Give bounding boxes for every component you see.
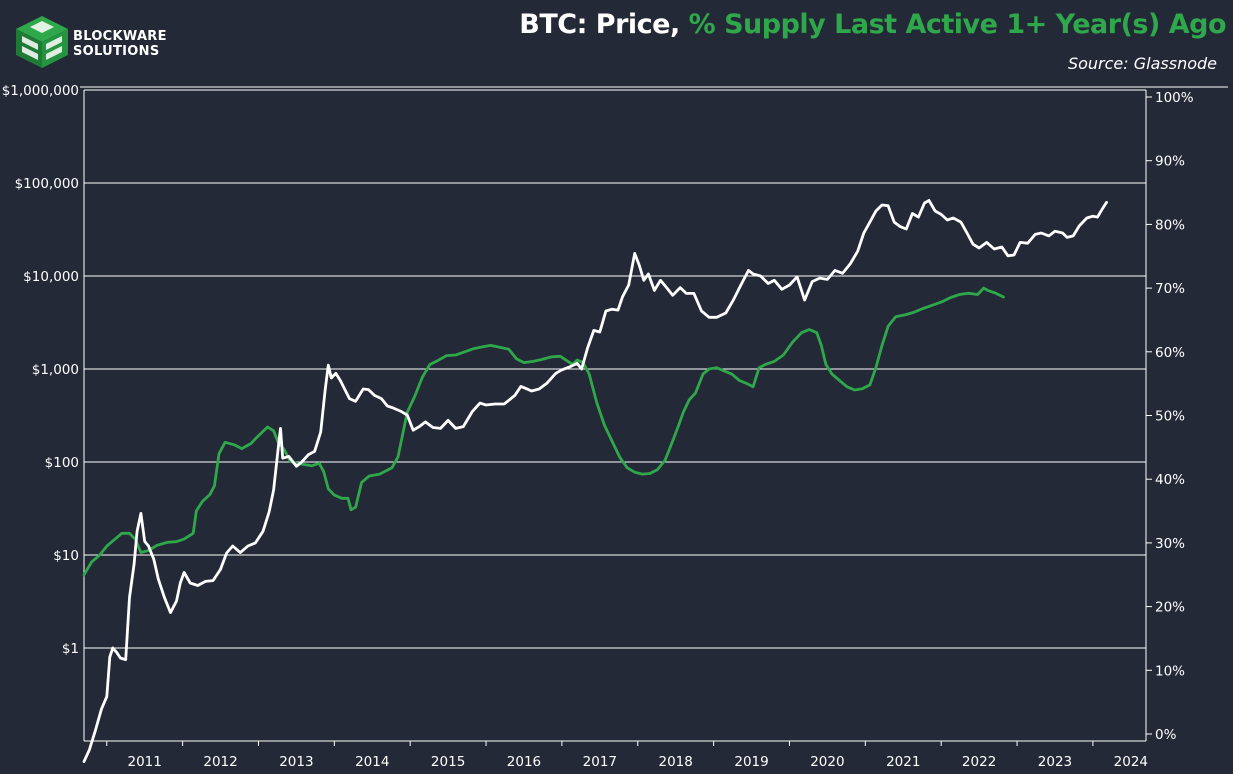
right-tick-label: 100%	[1155, 90, 1194, 106]
right-tick-label: 80%	[1155, 217, 1185, 233]
right-axis-ticks: 0% 10% 20% 30% 40% 50% 60% 70% 80% 90% 100%	[1146, 90, 1194, 743]
price-line	[82, 199, 1108, 763]
axes-frame	[80, 86, 1228, 742]
x-tick-label: 2012	[203, 754, 237, 770]
source-note: Source: Glassnode	[1067, 54, 1217, 73]
right-tick-label: 60%	[1155, 345, 1185, 361]
x-tick-label: 2022	[962, 754, 996, 770]
brand-name: BLOCKWARE SOLUTIONS	[73, 29, 167, 59]
x-tick-label: 2014	[355, 754, 389, 770]
left-tick-label: $1,000,000	[2, 83, 79, 99]
x-tick-label: 2016	[507, 754, 541, 770]
left-tick-label: $10	[53, 548, 79, 564]
right-tick-label: 90%	[1155, 154, 1185, 170]
x-tick-label: 2017	[583, 754, 617, 770]
x-tick-label: 2021	[886, 754, 920, 770]
x-tick-label: 2018	[659, 754, 693, 770]
right-tick-label: 50%	[1155, 409, 1185, 425]
left-tick-label: $100,000	[15, 176, 79, 192]
right-tick-label: 70%	[1155, 281, 1185, 297]
chart-title-part-2: % Supply Last Active 1+ Year(s) Ago	[688, 9, 1227, 40]
x-tick-label: 2020	[810, 754, 844, 770]
left-tick-label: $10,000	[23, 269, 79, 285]
x-axis-ticks: 2011 2012 2013 2014 2015 2016 2017 2018 2019 2020…	[106, 741, 1148, 770]
right-tick-label: 0%	[1155, 727, 1177, 743]
gridlines	[84, 89, 1146, 649]
x-tick-label: 2019	[734, 754, 768, 770]
chart-title-part-1: BTC: Price,	[519, 9, 689, 40]
x-tick-label: 2024	[1114, 754, 1148, 770]
x-tick-label: 2011	[128, 754, 162, 770]
left-tick-label: $100	[45, 455, 79, 471]
series-layer	[82, 199, 1108, 763]
brand-logo	[12, 14, 172, 70]
right-tick-label: 20%	[1155, 600, 1185, 616]
x-tick-label: 2023	[1038, 754, 1072, 770]
left-tick-label: $1	[62, 641, 79, 657]
x-tick-label: 2015	[431, 754, 465, 770]
blockware-cube-icon	[16, 16, 68, 68]
left-tick-label: $1,000	[32, 362, 79, 378]
chart-title: BTC: Price, % Supply Last Active 1+ Year…	[519, 9, 1226, 40]
brand-line-2: SOLUTIONS	[73, 44, 160, 59]
right-tick-label: 10%	[1155, 663, 1185, 679]
brand-line-1: BLOCKWARE	[73, 29, 167, 44]
left-axis-ticks: $1 $10 $100 $1,000 $10,000 $100,000 $1,000,000	[2, 83, 79, 657]
right-tick-label: 30%	[1155, 536, 1185, 552]
supply-line	[82, 286, 1005, 577]
x-tick-label: 2013	[279, 754, 313, 770]
right-tick-label: 40%	[1155, 472, 1185, 488]
